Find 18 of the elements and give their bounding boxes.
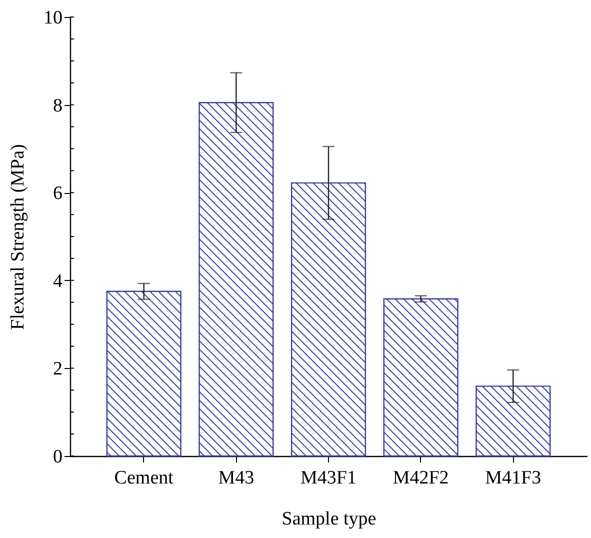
y-axis-title: Flexural Strength (MPa) [8,144,28,330]
bar [290,182,366,457]
x-tick-label: M43F1 [300,468,356,488]
x-tick-label: M41F3 [485,468,542,488]
x-tick-label: M42F2 [392,468,449,488]
y-tick-label: 10 [44,8,62,28]
x-tick-label: Cement [114,468,174,488]
y-tick-label: 2 [53,358,62,380]
y-tick-label: 6 [53,183,62,204]
x-axis-title: Sample type [282,508,376,530]
bar [383,298,458,457]
x-tick-label: M43 [218,468,254,488]
bar [476,386,551,457]
y-tick-label: 0 [53,446,62,468]
y-tick-label: 4 [53,270,63,292]
y-tick-label: 8 [53,95,62,116]
bar [198,102,274,457]
bar [106,290,182,457]
